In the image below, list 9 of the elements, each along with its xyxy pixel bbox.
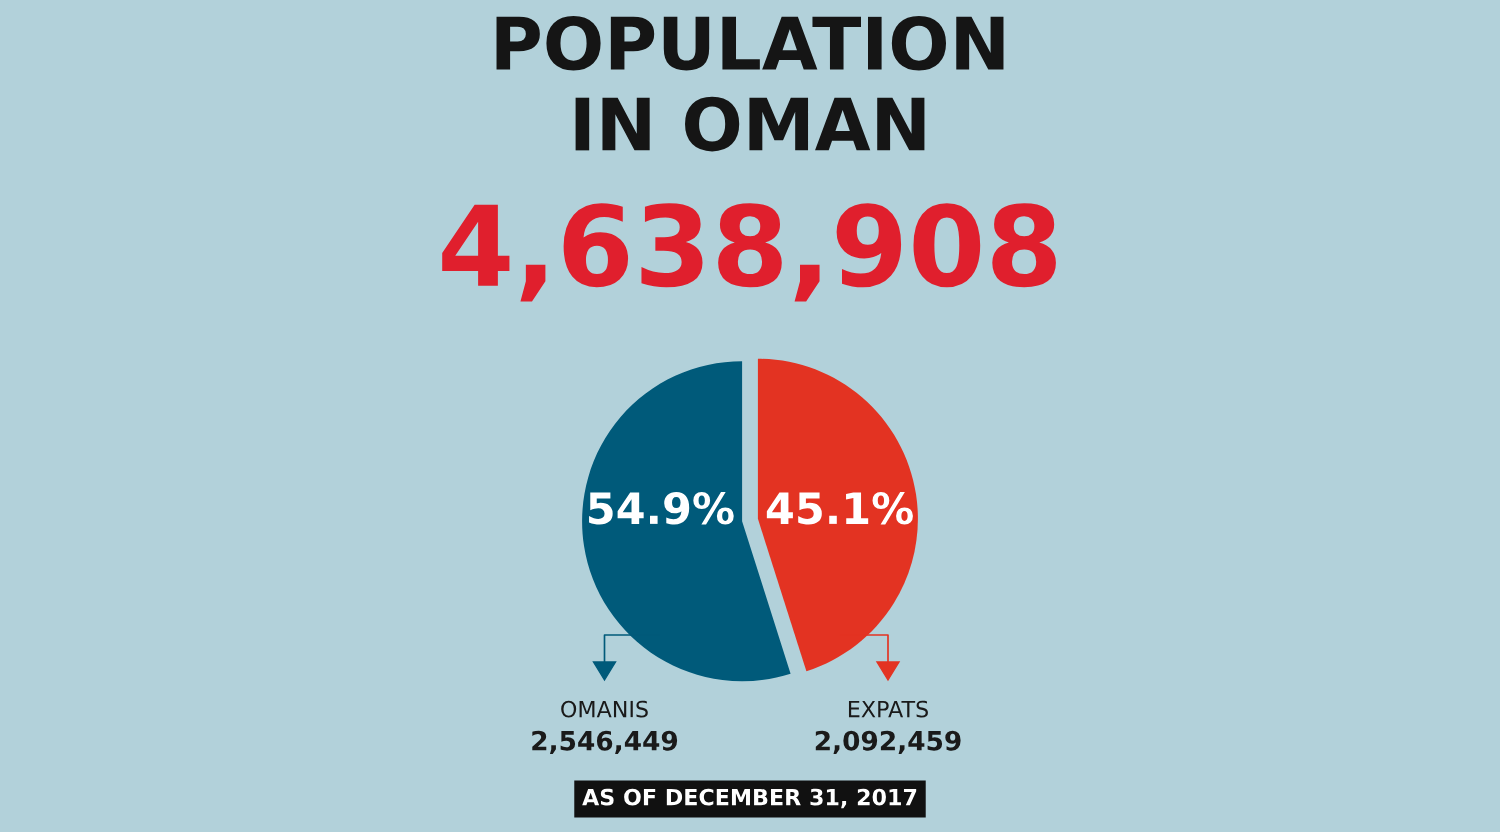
text: 2,546,449	[532, 730, 678, 755]
data-label: 45.1%	[766, 491, 913, 525]
legend-label: OMANIS	[561, 700, 648, 718]
legend-label: EXPATS	[848, 700, 928, 718]
text: 2,092,459	[815, 730, 961, 755]
data-label: 54.9%	[589, 491, 734, 525]
text: AS OF DECEMBER 31, 2017	[582, 788, 917, 809]
chart-title: POPULATION IN OMAN	[496, 15, 1004, 152]
chart-subtitle: 4,638,908	[442, 203, 1056, 302]
